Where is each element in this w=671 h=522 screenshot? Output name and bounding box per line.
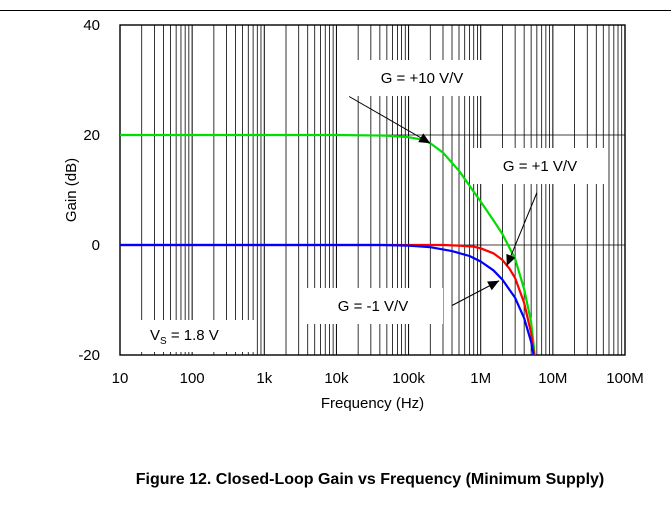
x-axis-label: Frequency (Hz) (321, 395, 424, 412)
x-tick-label: 10 (112, 370, 129, 387)
annotation-box (133, 320, 255, 352)
annotation-arrowhead (418, 133, 431, 144)
x-tick-label: 1k (256, 370, 272, 387)
series-annotation-label: G = +1 V/V (503, 158, 577, 175)
annotation-labels: G = +10 V/V G = +1 V/V G = -1 V/V (338, 70, 577, 315)
vs-prefix: V (150, 327, 160, 344)
x-tick-label: 1M (470, 370, 491, 387)
y-tick-label: 40 (83, 17, 100, 34)
annotation-arrow-line (348, 96, 431, 144)
annotation-arrowhead (487, 280, 500, 291)
x-tick-label: 10M (538, 370, 567, 387)
annotation-box (473, 148, 608, 184)
series-annotation-label: G = -1 V/V (338, 298, 408, 315)
annotation-box (305, 288, 443, 324)
annotation-box (355, 60, 490, 96)
chart-grid (120, 24, 625, 356)
vs-subscript: S (160, 336, 167, 347)
gain-frequency-chart: 10 100 1k 10k 100k 1M 10M 100M 40 20 0 -20 Frequenc… (63, 17, 644, 412)
series-line-3 (120, 243, 535, 356)
y-axis-label: Gain (dB) (63, 158, 80, 222)
series-line-2 (120, 243, 536, 356)
x-tick-label: 100M (606, 370, 644, 387)
x-tick-label: 100 (180, 370, 205, 387)
x-tick-label: 100k (392, 370, 425, 387)
series-line-1 (120, 133, 536, 356)
y-tick-label: -20 (78, 347, 100, 364)
vs-suffix: = 1.8 V (167, 327, 219, 344)
plot-frame (119, 24, 626, 356)
annotation-arrows (348, 96, 538, 306)
header-rule (0, 10, 671, 11)
series-annotation-label: G = +10 V/V (381, 70, 464, 87)
figure-caption: Figure 12. Closed-Loop Gain vs Frequency… (135, 471, 605, 488)
y-tick-label: 0 (92, 237, 100, 254)
chart-curves (120, 133, 536, 356)
x-tick-label: 10k (324, 370, 349, 387)
annotation-arrowhead (506, 253, 516, 266)
y-tick-label: 20 (83, 127, 100, 144)
annotation-boxes (133, 60, 608, 352)
tick-labels: 10 100 1k 10k 100k 1M 10M 100M 40 20 0 -20 (78, 17, 643, 387)
supply-voltage-label: VS = 1.8 V (150, 327, 219, 347)
annotation-arrow-line (506, 192, 538, 267)
